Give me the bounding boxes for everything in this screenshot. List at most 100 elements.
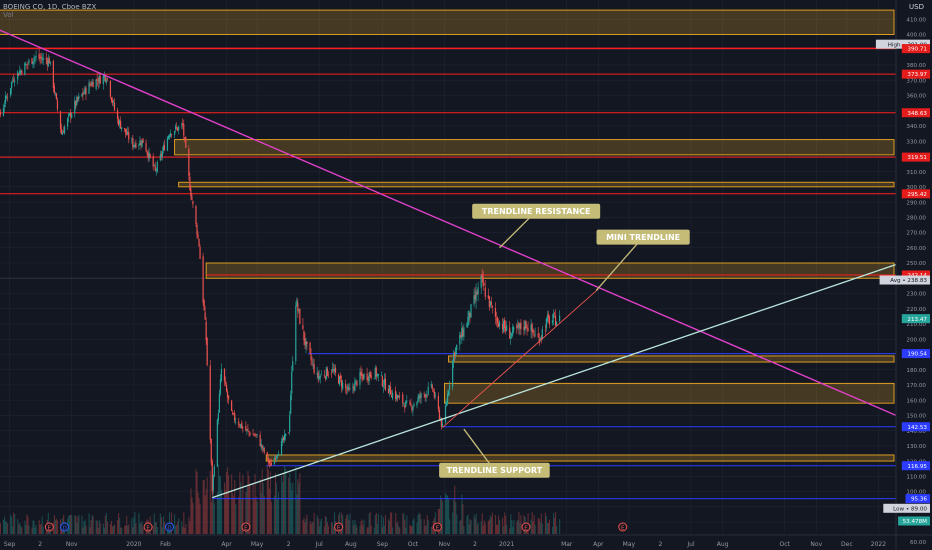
candle-body — [289, 415, 291, 432]
event-marker — [521, 522, 531, 532]
candle-body — [14, 80, 16, 83]
volume-bar — [556, 525, 558, 534]
volume-bar — [96, 520, 98, 534]
volume-bar — [261, 469, 263, 534]
candle-body — [13, 79, 15, 81]
volume-bar — [469, 519, 471, 534]
candle-body — [21, 70, 23, 74]
candle-body — [475, 291, 477, 301]
candle-body — [353, 386, 355, 390]
candle-body — [211, 461, 213, 492]
price-level-tag: 390.71 — [907, 47, 927, 53]
callout-box — [596, 229, 690, 245]
support-resistance-zones — [0, 9, 895, 462]
time-tick-label: 2 — [38, 541, 42, 548]
candle-body — [554, 315, 557, 326]
volume-bar — [117, 519, 119, 534]
volume-bar — [33, 520, 35, 534]
volume-bar — [21, 527, 23, 534]
candle-body — [62, 131, 65, 133]
volume-bar — [176, 524, 178, 534]
candle-body — [490, 302, 492, 305]
candle-body — [160, 153, 162, 156]
candle-body — [133, 145, 135, 147]
candle-body — [544, 330, 546, 331]
volume-bar — [487, 520, 489, 534]
time-tick-label: Apr — [593, 541, 604, 548]
price-axis[interactable]: 410.00400.00390.00380.00370.00360.00350.… — [875, 0, 932, 550]
volume-bar — [178, 518, 180, 534]
candle-body — [396, 394, 398, 400]
price-level-tag-bg — [901, 189, 930, 199]
candle-body — [313, 364, 315, 373]
candle-body — [496, 317, 499, 324]
volume-bar — [384, 514, 387, 534]
volume-bar — [81, 515, 83, 534]
time-axis[interactable]: Sep Nov 2020 Feb Apr May Jul Aug Sep Oct Nov 2021 Ma… — [0, 534, 932, 548]
candle-body — [281, 438, 284, 442]
price-tick-label: 360.00 — [906, 94, 926, 100]
candle-body — [38, 54, 40, 59]
candle-body — [402, 394, 404, 404]
time-tick-label: Sep — [4, 541, 16, 548]
candle-body — [231, 400, 233, 412]
volume-bar — [376, 523, 378, 534]
symbol-title[interactable]: BOEING CO, 1D, Cboe BZX — [3, 3, 97, 11]
volume-bar — [141, 521, 143, 534]
candle-body — [517, 324, 519, 327]
volume-bar — [131, 518, 133, 534]
candle-body — [541, 329, 543, 339]
candle-body — [99, 76, 101, 84]
volume-bar — [232, 493, 234, 534]
volume-bar — [68, 515, 70, 534]
candle-body — [189, 176, 191, 191]
volume-bar — [330, 522, 333, 534]
candle-body — [173, 131, 176, 135]
volume-legend[interactable]: Vol — [3, 11, 14, 19]
volume-bar — [27, 516, 29, 534]
volume-bar — [140, 523, 142, 534]
candle-body — [469, 312, 471, 317]
volume-bar — [545, 516, 547, 534]
volume-bar — [184, 527, 186, 534]
candle-body — [5, 96, 8, 98]
volume-bar — [392, 527, 394, 534]
candle-body — [47, 58, 49, 67]
candle-body — [226, 391, 229, 398]
volume-bar — [3, 516, 6, 534]
volume-bar — [504, 512, 506, 534]
volume-bar — [449, 519, 451, 534]
candle-body — [437, 395, 439, 410]
volume-bar — [360, 520, 362, 534]
candle-body — [273, 458, 276, 465]
candle-body — [127, 131, 129, 135]
volume-bar — [24, 520, 26, 534]
volume-bar — [273, 495, 276, 534]
volume-bar — [133, 517, 135, 534]
candle-body — [404, 405, 406, 409]
candle-body — [302, 325, 304, 330]
candle-body — [170, 134, 173, 136]
candle-body — [312, 363, 314, 365]
price-level-tag: 95.36 — [911, 497, 927, 503]
candle-body — [467, 317, 469, 326]
volume-bar — [213, 503, 215, 534]
volume-bar — [126, 515, 128, 534]
candle-body — [45, 57, 47, 60]
candle-body — [52, 61, 54, 88]
candle-body — [162, 145, 164, 151]
volume-bar — [128, 524, 130, 534]
candle-body — [116, 110, 119, 119]
volume-bar — [346, 514, 348, 534]
volume-bar — [484, 523, 486, 534]
candle-body — [190, 189, 192, 197]
volume-bar — [327, 525, 329, 534]
currency-label[interactable]: USD — [909, 3, 924, 11]
candle-body — [403, 403, 405, 404]
candle-body — [523, 327, 525, 330]
volume-bar — [416, 522, 418, 534]
volume-bar — [320, 518, 322, 534]
candle-body — [476, 293, 478, 295]
candle-body — [139, 140, 141, 146]
candle-body — [447, 391, 450, 396]
